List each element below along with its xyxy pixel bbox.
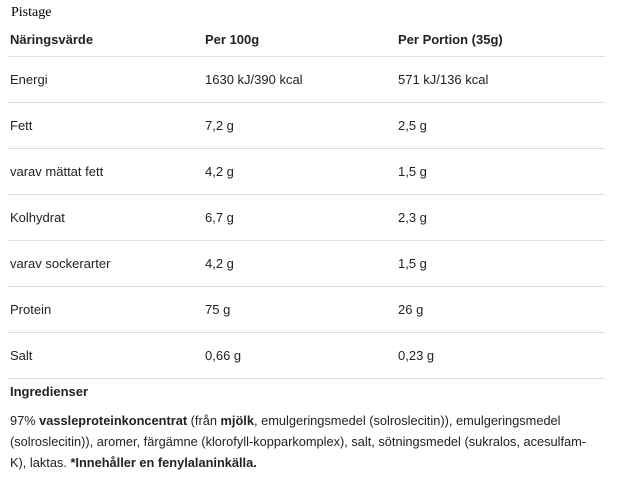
table-cell: 1,5 g xyxy=(398,256,427,271)
table-cell: varav sockerarter xyxy=(10,256,111,271)
table-cell: Protein xyxy=(10,302,52,317)
ingredient-text: mjölk xyxy=(220,413,254,428)
table-cell: varav mättat fett xyxy=(10,164,104,179)
table-cell: Salt xyxy=(10,348,33,363)
table-cell: 6,7 g xyxy=(205,210,234,225)
table-cell: 4,2 g xyxy=(205,164,234,179)
table-cell: 1,5 g xyxy=(398,164,427,179)
table-cell: 0,66 g xyxy=(205,348,242,363)
table-cell: Energi xyxy=(10,72,48,87)
table-cell: 571 kJ/136 kcal xyxy=(398,72,489,87)
table-cell: 1630 kJ/390 kcal xyxy=(205,72,303,87)
table-cell: 26 g xyxy=(398,302,424,317)
ingredient-text: , emulgeringsmedel (solroslecitin)), emu… xyxy=(10,413,587,470)
header-cell: Per 100g xyxy=(205,31,260,47)
table-cell: 75 g xyxy=(205,302,231,317)
table-row: Energi 1630 kJ/390 kcal 571 kJ/136 kcal xyxy=(8,57,605,103)
table-cell: 4,2 g xyxy=(205,256,234,271)
header-cell: Per Portion (35g) xyxy=(398,31,503,47)
table-row: varav sockerarter 4,2 g 1,5 g xyxy=(8,241,605,287)
table-row: Kolhydrat 6,7 g 2,3 g xyxy=(8,195,605,241)
table-cell: Fett xyxy=(10,118,33,133)
table-row: Salt 0,66 g 0,23 g xyxy=(8,333,605,379)
table-cell: 2,5 g xyxy=(398,118,427,133)
table-cell: 7,2 g xyxy=(205,118,234,133)
ingredient-text: *Innehåller en fenylalaninkälla. xyxy=(70,455,257,470)
table-row: Fett 7,2 g 2,5 g xyxy=(8,103,605,149)
ingredient-text: 97% xyxy=(10,413,40,428)
ingredients-heading: Ingredienser xyxy=(10,384,89,399)
table-header: Näringsvärde Per 100g Per Portion (35g) xyxy=(8,22,605,57)
ingredient-text: vassleproteinkoncentrat xyxy=(39,413,188,428)
ingredient-text: (från xyxy=(187,413,221,428)
table-cell: 0,23 g xyxy=(398,348,435,363)
table-row: Protein 75 g 26 g xyxy=(8,287,605,333)
table-row: varav mättat fett 4,2 g 1,5 g xyxy=(8,149,605,195)
product-title: Pistage xyxy=(11,5,52,20)
table-cell: Kolhydrat xyxy=(10,210,65,225)
table-cell: 2,3 g xyxy=(398,210,427,225)
ingredients-text: 97% vassleproteinkoncentrat (från mjölk,… xyxy=(10,410,600,473)
header-cell: Näringsvärde xyxy=(10,31,94,47)
